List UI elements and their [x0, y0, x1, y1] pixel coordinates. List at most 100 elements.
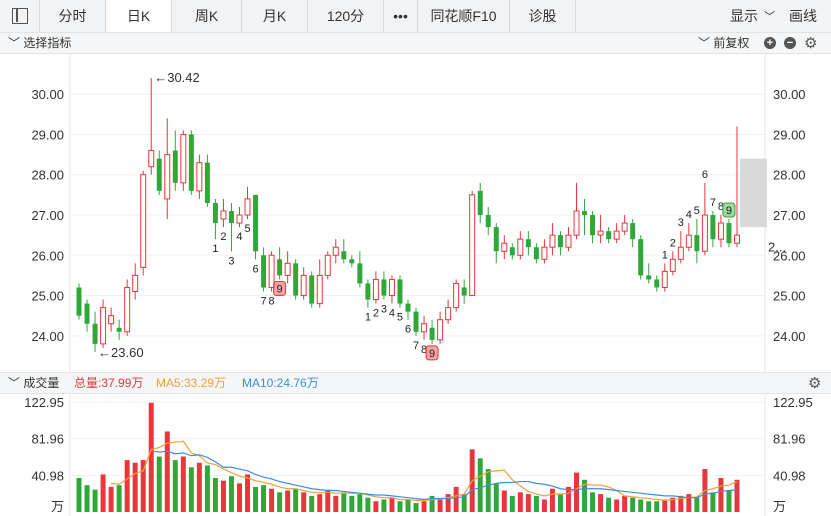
candle-body: [365, 283, 371, 300]
top-toolbar: 分时 日K 周K 月K 120分 ••• 同花顺F10 诊股 显示 ﹀ 画线: [0, 0, 831, 33]
candle-body: [332, 246, 339, 256]
volume-bar: [333, 495, 339, 512]
y-tick-label-left: 30.00: [31, 87, 64, 102]
volume-bar: [485, 469, 491, 512]
candle: [638, 235, 644, 280]
candle: [525, 231, 531, 256]
volume-bar: [253, 486, 259, 512]
candle: [204, 154, 210, 207]
zoom-in-icon[interactable]: +: [764, 37, 776, 49]
settings-gear-icon[interactable]: ⚙: [808, 375, 822, 392]
sidebar-toggle-icon[interactable]: [0, 0, 40, 32]
candle-body: [453, 282, 460, 309]
candle: [701, 182, 708, 256]
candle-body: [501, 242, 508, 252]
kline-chart[interactable]: 30.00 30.00 29.00 29.00 28.00 28.00 27.00 27.00…: [0, 54, 831, 372]
candle: [349, 255, 355, 268]
chevron-down-icon[interactable]: ﹀: [764, 11, 775, 23]
tab-0[interactable]: 分时: [40, 0, 106, 32]
candle: [501, 235, 508, 260]
volume-chart[interactable]: 122.95 122.95 81.96 81.96 40.98 40.98 万 万: [0, 394, 831, 516]
display-menu[interactable]: 显示: [730, 8, 758, 24]
volume-bar: [381, 499, 387, 512]
tab-5[interactable]: •••: [384, 0, 418, 32]
candle: [164, 118, 171, 220]
volume-bar: [437, 499, 443, 512]
candle: [268, 251, 275, 292]
volume-bar: [421, 501, 427, 512]
candle: [156, 150, 162, 195]
candle: [220, 198, 227, 228]
tab-6[interactable]: 同花顺F10: [418, 0, 510, 32]
candle-body: [525, 239, 531, 248]
candle-body: [469, 194, 476, 297]
candle-body: [717, 222, 724, 240]
candle-body: [597, 230, 604, 236]
candle-body: [517, 238, 524, 256]
volume-select[interactable]: ﹀ 成交量: [8, 373, 59, 393]
draw-line-menu[interactable]: 画线: [789, 8, 817, 24]
volume-bar: [598, 494, 604, 512]
volume-bar: [116, 485, 122, 512]
candle: [677, 231, 684, 264]
volume-bar: [285, 490, 291, 512]
candle: [453, 279, 460, 312]
volume-bar: [710, 492, 716, 512]
volume-bar: [140, 460, 146, 512]
candle-body: [372, 278, 379, 301]
zoom-out-icon[interactable]: −: [784, 37, 796, 49]
volume-bar: [180, 456, 186, 512]
y-tick-label-right: 26.00: [773, 248, 806, 263]
candle-body: [309, 275, 315, 304]
tab-4[interactable]: 120分: [308, 0, 384, 32]
candle: [654, 275, 660, 292]
candle: [582, 198, 588, 236]
y-tick-label-right: 27.00: [773, 208, 806, 223]
candle-body: [630, 223, 636, 240]
settings-gear-icon[interactable]: ⚙: [804, 35, 818, 52]
volume-bar: [726, 490, 732, 512]
td-count-label: 5: [694, 205, 700, 217]
td-count-label: 2: [220, 231, 226, 243]
candle-body: [613, 230, 620, 240]
candle-body: [188, 134, 194, 191]
candle: [541, 239, 548, 264]
td-count-label: 4: [236, 231, 242, 243]
volume-total: 总量:37.99万: [74, 376, 144, 390]
tab-1[interactable]: 日K: [106, 0, 172, 32]
volume-bar: [549, 488, 555, 512]
volume-bar: [541, 499, 547, 512]
candle-body: [493, 227, 499, 252]
candle-body: [316, 274, 323, 305]
adjust-select[interactable]: ﹀ 前复权: [698, 33, 749, 53]
volume-bar: [509, 495, 515, 512]
candle: [590, 210, 596, 244]
chevron-down-icon: ﹀: [8, 376, 24, 390]
candle: [669, 251, 676, 276]
candle: [509, 243, 515, 260]
tab-2[interactable]: 周K: [172, 0, 242, 32]
candle-body: [381, 279, 387, 296]
volume-unit-left: 万: [51, 499, 64, 514]
candle: [621, 215, 628, 236]
volume-bar: [638, 499, 644, 512]
candle-body: [212, 202, 218, 224]
ma5-line: [111, 440, 738, 501]
volume-bar: [349, 495, 355, 512]
td-count-label: 4: [389, 308, 395, 320]
indicator-select[interactable]: ﹀ 选择指标: [8, 33, 71, 53]
td-badge: [722, 202, 736, 218]
td-badge: [273, 280, 287, 296]
indicator-select-label: 选择指标: [23, 36, 72, 50]
tab-7[interactable]: 诊股: [510, 0, 576, 32]
tab-3[interactable]: 月K: [242, 0, 308, 32]
candle: [293, 259, 299, 300]
candle-body: [253, 194, 259, 252]
volume-bar: [461, 494, 467, 512]
volume-bar: [453, 486, 459, 512]
volume-bar: [614, 499, 620, 512]
y-tick-label-right: 25.00: [773, 289, 806, 304]
candle-body: [132, 274, 139, 293]
candle: [188, 130, 194, 195]
candle-body: [477, 190, 483, 216]
